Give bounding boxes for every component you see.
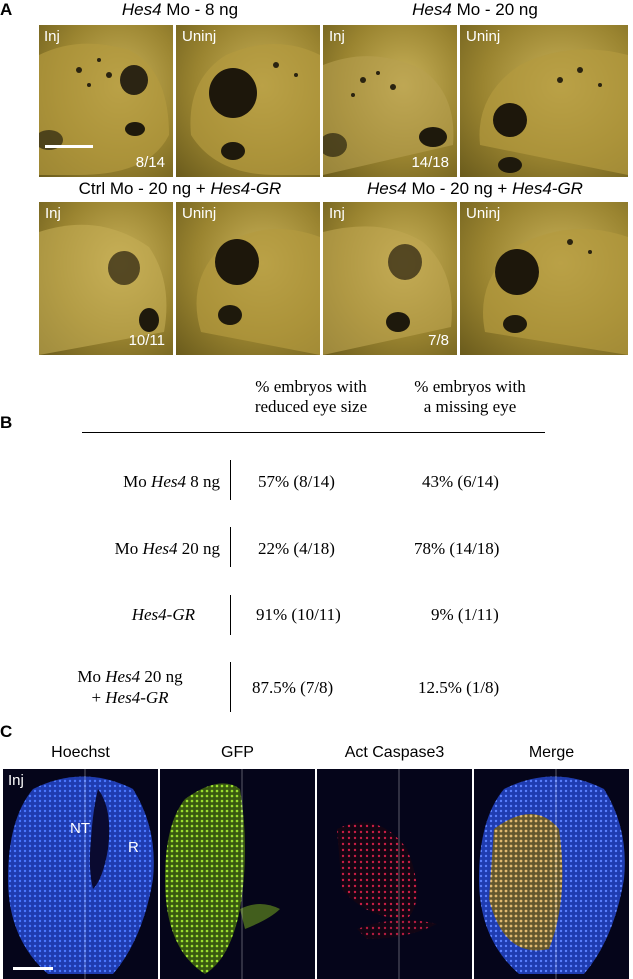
- ratio-label: 8/14: [135, 154, 165, 171]
- col-header-reduced-line1: % embryos with: [255, 377, 367, 396]
- inj-label: Inj: [45, 205, 61, 222]
- ratio-label: 14/18: [411, 154, 449, 171]
- channel-label-gfp: GFP: [221, 744, 254, 761]
- row-1-pre: Mo: [123, 472, 152, 491]
- section-graphic: [337, 769, 437, 979]
- group-title-4: Hes4 Mo - 20 ng + Hes4-GR: [322, 179, 628, 199]
- embryo-photo-inj-3: Inj 10/11: [39, 202, 173, 355]
- row-label-2: Mo Hes4 20 ng: [40, 539, 220, 559]
- title-4-italic: Hes4: [367, 179, 407, 198]
- embryo-photo-uninj-2: Uninj: [460, 25, 628, 177]
- col-header-missing-line2: a missing eye: [423, 397, 517, 416]
- row-3-italic: Hes4-GR: [131, 605, 195, 624]
- row-2-missing: 78% (14/18): [414, 539, 500, 558]
- title-4-italic2: Hes4-GR: [512, 179, 583, 198]
- row-1-post: 8 ng: [186, 472, 220, 491]
- row-4-missing: 12.5% (1/8): [418, 678, 500, 697]
- section-graphic: [479, 769, 625, 979]
- embryo-photo-uninj-1: Uninj: [176, 25, 320, 177]
- ratio-label: 7/8: [428, 332, 449, 349]
- embryo-graphic: [479, 49, 628, 175]
- uninj-label: Uninj: [466, 205, 501, 222]
- r-label: R: [128, 839, 139, 856]
- row-4-line1-post: 20 ng: [140, 667, 183, 686]
- micrograph-caspase: [317, 769, 472, 979]
- row-label-4: Mo Hes4 20 ng + Hes4-GR: [40, 666, 220, 708]
- nt-label: NT: [70, 820, 90, 837]
- row-1-italic: Hes4: [151, 472, 186, 491]
- row-divider-2: [230, 527, 231, 567]
- embryo-graphic: [483, 229, 628, 355]
- row-divider-4: [230, 662, 231, 712]
- panel-label-b: B: [0, 413, 13, 432]
- title-2-rest: Mo - 20 ng: [451, 0, 538, 19]
- title-3-italic: Hes4-GR: [210, 179, 282, 198]
- micrograph-hoechst: Inj NT R: [3, 769, 158, 979]
- row-4-reduced: 87.5% (7/8): [252, 678, 334, 697]
- row-1-reduced: 57% (8/14): [258, 472, 335, 491]
- row-4-line1: Mo Hes4 20 ng: [40, 666, 220, 687]
- row-2-italic: Hes4: [142, 539, 178, 558]
- embryo-graphic: [196, 229, 320, 355]
- embryo-graphic: [323, 56, 454, 175]
- inj-label: Inj: [329, 28, 345, 45]
- inj-label: Inj: [44, 28, 60, 45]
- channel-label-merge: Merge: [528, 744, 575, 761]
- section-graphic: [165, 769, 280, 979]
- uninj-label: Uninj: [182, 28, 217, 45]
- embryo-graphic: [39, 43, 169, 175]
- row-divider-1: [230, 460, 231, 500]
- panel-label-a: A: [0, 0, 13, 19]
- ratio-label: 10/11: [128, 332, 165, 349]
- row-4-line1-pre: Mo: [77, 667, 106, 686]
- col-header-reduced-line2: reduced eye size: [254, 397, 368, 416]
- row-divider-3: [230, 595, 231, 635]
- section-graphic: [8, 769, 154, 979]
- col-header-reduced: % embryos with reduced eye size: [236, 377, 386, 417]
- group-title-1: Hes4 Mo - 8 ng: [40, 0, 320, 20]
- embryo-photo-uninj-4: Uninj: [460, 202, 628, 355]
- panel-label-c: C: [0, 722, 13, 741]
- row-1-missing: 43% (6/14): [422, 472, 499, 491]
- group-title-2: Hes4 Mo - 20 ng: [322, 0, 628, 20]
- embryo-photo-uninj-3: Uninj: [176, 202, 320, 355]
- col-header-missing: % embryos with a missing eye: [395, 377, 545, 417]
- embryo-photo-inj-4: Inj 7/8: [323, 202, 457, 355]
- scale-bar: [45, 145, 93, 148]
- title-4-rest: Mo - 20 ng +: [406, 179, 513, 198]
- channel-label-caspase: Act Caspase3: [344, 744, 445, 761]
- channel-label-hoechst: Hoechst: [51, 744, 110, 761]
- title-1-rest: Mo - 8 ng: [161, 0, 239, 19]
- inj-label: Inj: [329, 205, 345, 222]
- micrograph-merge: [474, 769, 629, 979]
- row-2-reduced: 22% (4/18): [258, 539, 335, 558]
- row-4-line1-italic: Hes4: [105, 667, 141, 686]
- title-2-italic: Hes4: [412, 0, 452, 19]
- row-3-missing: 9% (1/11): [431, 605, 499, 624]
- embryo-photo-inj-2: Inj 14/18: [323, 25, 457, 177]
- table-header-rule: [82, 432, 545, 433]
- micrograph-gfp: [160, 769, 315, 979]
- embryo-graphic: [190, 44, 320, 175]
- inj-label: Inj: [8, 772, 24, 789]
- embryo-photo-inj-1: Inj 8/14: [39, 25, 173, 177]
- row-2-pre: Mo: [114, 539, 143, 558]
- embryo-graphic: [39, 224, 167, 355]
- scale-bar: [13, 967, 53, 970]
- uninj-label: Uninj: [182, 205, 217, 222]
- col-header-missing-line1: % embryos with: [414, 377, 526, 396]
- row-4-line2-italic: Hes4-GR: [105, 688, 169, 707]
- row-2-post: 20 ng: [177, 539, 220, 558]
- embryo-graphic: [323, 226, 452, 355]
- title-1-italic: Hes4: [121, 0, 162, 19]
- row-4-line2-pre: +: [91, 688, 106, 707]
- uninj-label: Uninj: [466, 28, 501, 45]
- row-4-line2: + Hes4-GR: [40, 687, 220, 708]
- row-3-reduced: 91% (10/11): [256, 605, 341, 624]
- row-label-3: Hes4-GR: [40, 605, 195, 625]
- title-3-prefix: Ctrl Mo - 20 ng +: [78, 179, 211, 198]
- group-title-3: Ctrl Mo - 20 ng + Hes4-GR: [40, 179, 320, 199]
- row-label-1: Mo Hes4 8 ng: [40, 472, 220, 492]
